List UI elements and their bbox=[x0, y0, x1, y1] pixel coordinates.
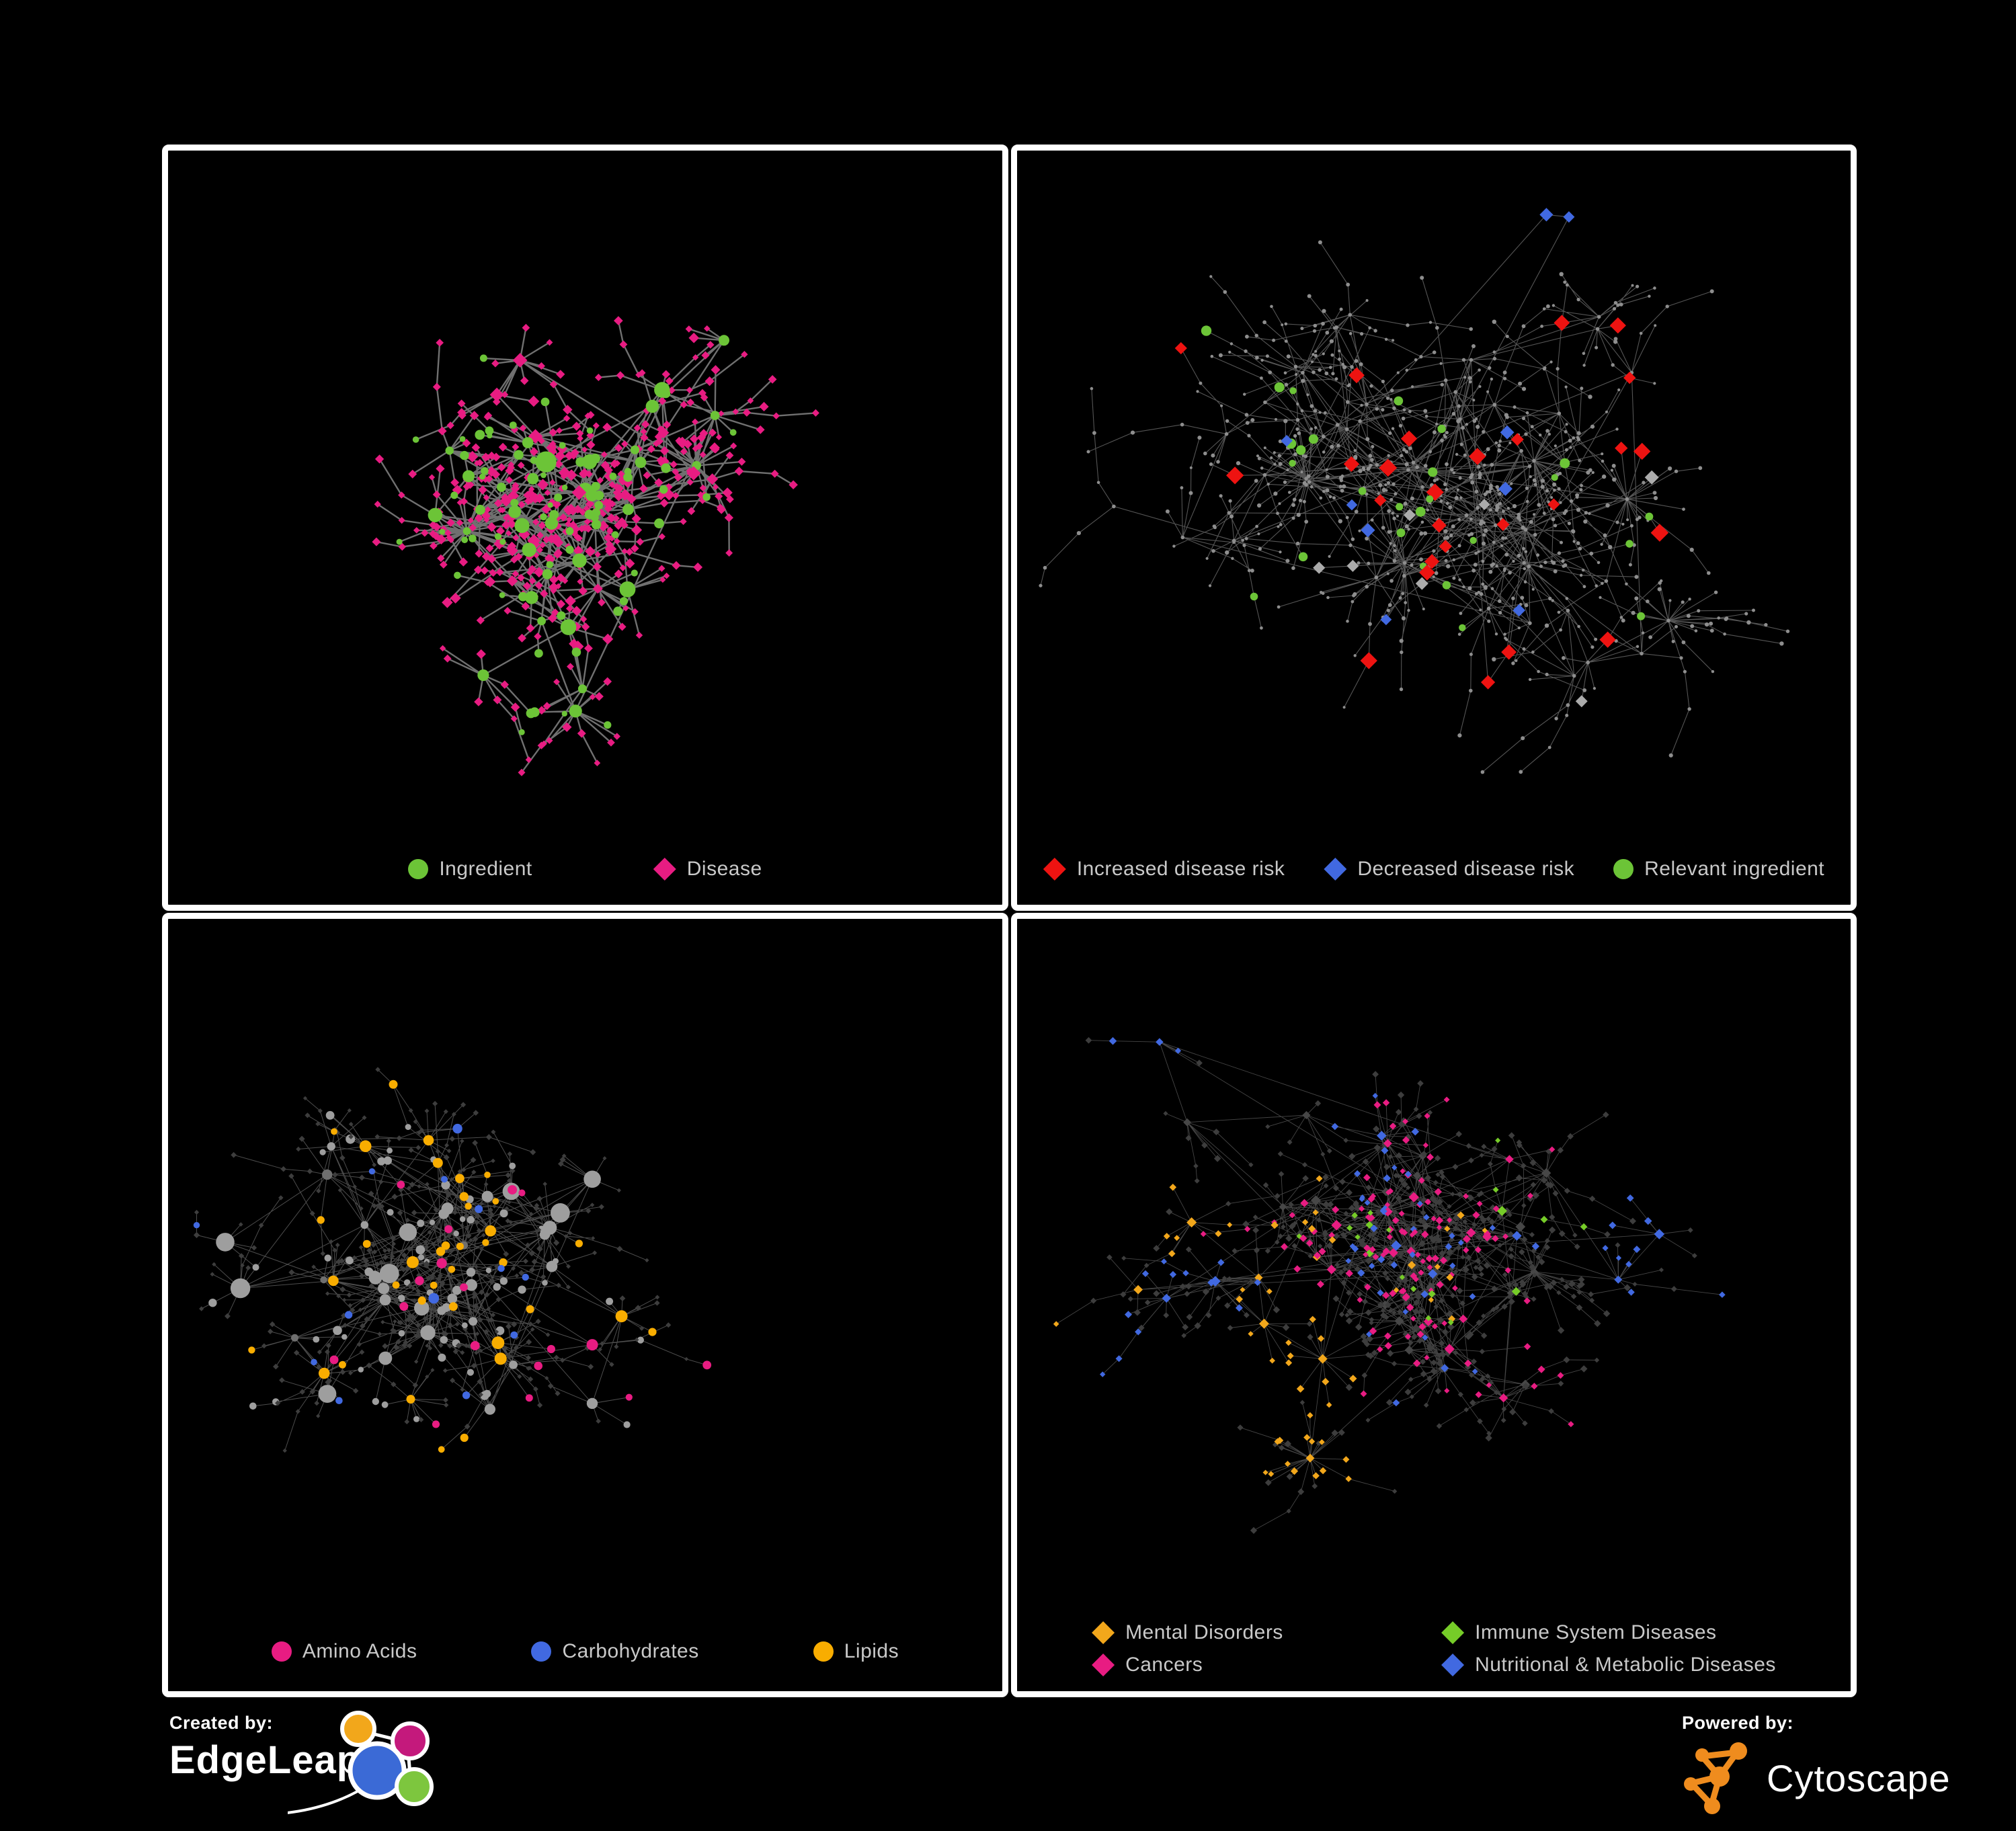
panel-ingredient-disease: Ingredient Disease bbox=[162, 145, 1008, 911]
created-by-label: Created by: bbox=[169, 1713, 274, 1733]
legend-item: Disease bbox=[653, 858, 762, 881]
footer-powered-by: Powered by: Cytoscape bbox=[1682, 1713, 1991, 1820]
legend-label: Disease bbox=[686, 858, 762, 880]
legend-swatch-diamond-icon bbox=[1092, 1621, 1115, 1644]
legend-label: Lipids bbox=[844, 1640, 899, 1662]
edgeleap-wordmark: EdgeLeap bbox=[169, 1738, 362, 1782]
cytoscape-wordmark: Cytoscape bbox=[1767, 1756, 1951, 1799]
network-graph-nutrients bbox=[193, 1067, 712, 1453]
legend-label: Carbohydrates bbox=[562, 1640, 699, 1662]
legend-swatch-circle-icon bbox=[408, 859, 429, 879]
legend-swatch-circle-icon bbox=[1613, 859, 1634, 879]
legend-label: Mental Disorders bbox=[1125, 1621, 1283, 1643]
legend-item: Cancers bbox=[1092, 1654, 1203, 1676]
legend-swatch-diamond-icon bbox=[1324, 858, 1347, 881]
legend-item: Immune System Diseases bbox=[1441, 1621, 1716, 1644]
panel-nutrients: Amino Acids Carbohydrates Lipids bbox=[162, 913, 1008, 1697]
legend-label: Decreased disease risk bbox=[1357, 858, 1575, 880]
network-graph-disease-categories bbox=[1053, 1036, 1726, 1534]
legend-row: Ingredient Disease bbox=[408, 858, 762, 881]
legend-item: Decreased disease risk bbox=[1324, 858, 1574, 881]
legend-label: Nutritional & Metabolic Diseases bbox=[1475, 1654, 1776, 1676]
legend-ingredient-disease: Ingredient Disease bbox=[168, 858, 1002, 881]
legend-item: Increased disease risk bbox=[1043, 858, 1285, 881]
legend-swatch-circle-icon bbox=[271, 1641, 292, 1662]
legend-item: Ingredient bbox=[408, 858, 532, 881]
legend-row: Amino Acids Carbohydrates Lipids bbox=[271, 1640, 899, 1663]
panel-disease-categories: Mental Disorders Immune System Diseases Ca… bbox=[1011, 913, 1857, 1697]
legend-label: Immune System Diseases bbox=[1475, 1621, 1717, 1643]
legend-swatch-diamond-icon bbox=[1441, 1621, 1465, 1644]
legend-swatch-diamond-icon bbox=[1092, 1654, 1115, 1676]
legend-disease-risk: Increased disease risk Decreased disease … bbox=[1017, 858, 1851, 881]
legend-swatch-circle-icon bbox=[531, 1641, 552, 1662]
legend-label: Relevant ingredient bbox=[1644, 858, 1825, 880]
network-graph-disease-risk bbox=[1039, 208, 1790, 774]
legend-item: Nutritional & Metabolic Diseases bbox=[1441, 1654, 1776, 1676]
legend-swatch-diamond-icon bbox=[1043, 858, 1066, 881]
legend-item: Mental Disorders bbox=[1092, 1621, 1283, 1644]
legend-row: Mental Disorders Immune System Diseases bbox=[1092, 1621, 1716, 1644]
legend-item: Relevant ingredient bbox=[1613, 858, 1824, 881]
legend-swatch-diamond-icon bbox=[1441, 1654, 1465, 1676]
legend-swatch-circle-icon bbox=[813, 1641, 834, 1662]
legend-nutrients: Amino Acids Carbohydrates Lipids bbox=[168, 1640, 1002, 1663]
footer-created-by: Created by: EdgeLeap bbox=[169, 1711, 546, 1820]
legend-swatch-diamond-icon bbox=[653, 858, 676, 881]
powered-by-label: Powered by: bbox=[1682, 1713, 1794, 1733]
legend-item: Carbohydrates bbox=[531, 1640, 698, 1663]
legend-label: Ingredient bbox=[439, 858, 532, 880]
legend-item: Lipids bbox=[813, 1640, 899, 1663]
legend-label: Cancers bbox=[1125, 1654, 1203, 1676]
legend-row: Cancers Nutritional & Metabolic Diseases bbox=[1092, 1654, 1776, 1676]
cytoscape-logo-icon bbox=[1684, 1742, 1747, 1814]
panel-disease-risk: Increased disease risk Decreased disease … bbox=[1011, 145, 1857, 911]
legend-label: Amino Acids bbox=[302, 1640, 417, 1662]
legend-label: Increased disease risk bbox=[1076, 858, 1285, 880]
network-graph-ingredient-disease bbox=[372, 316, 819, 776]
legend-disease-categories: Mental Disorders Immune System Diseases Ca… bbox=[1017, 1621, 1851, 1676]
legend-row: Increased disease risk Decreased disease … bbox=[1043, 858, 1824, 881]
legend-item: Amino Acids bbox=[271, 1640, 417, 1663]
